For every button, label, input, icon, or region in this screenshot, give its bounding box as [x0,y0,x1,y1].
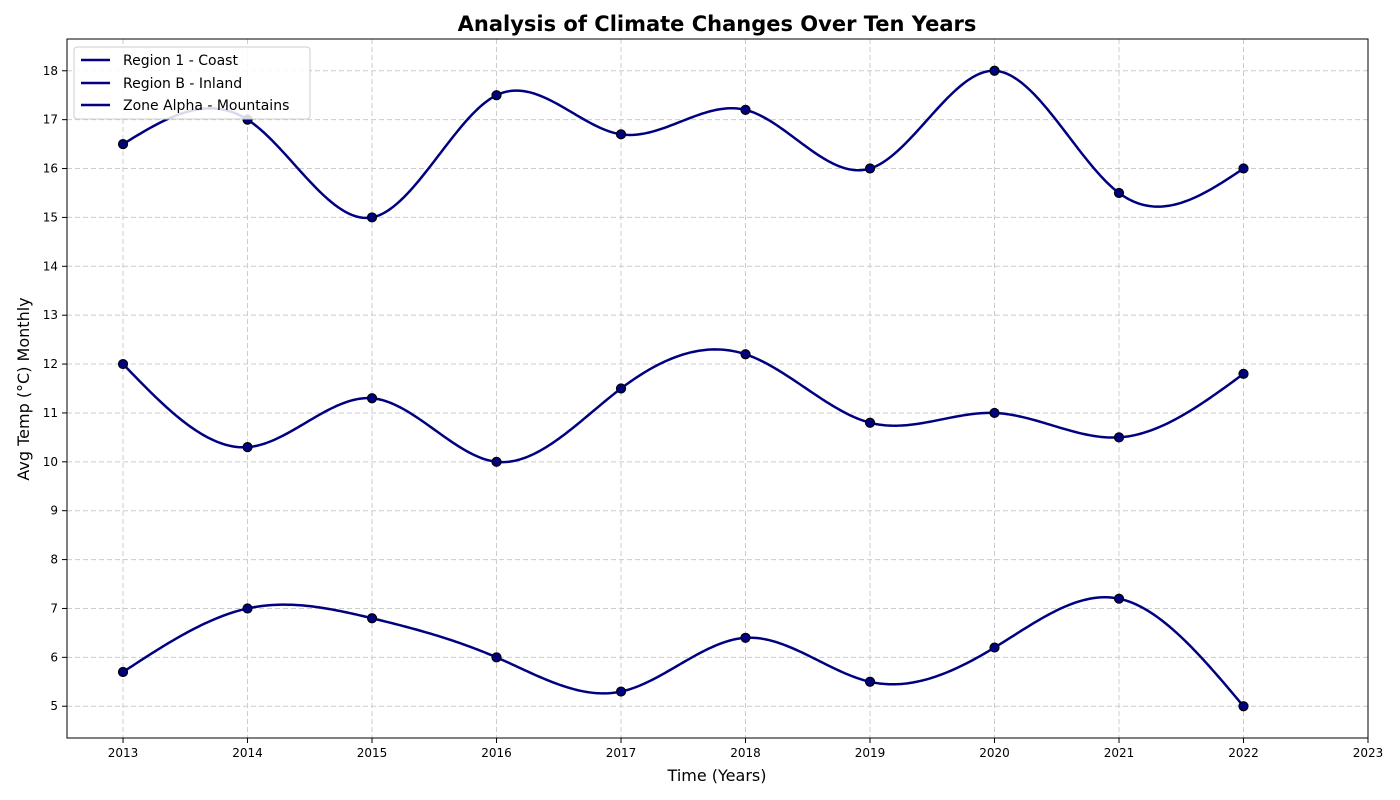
data-point-marker [989,407,1000,419]
x-tick-label: 2014 [232,746,263,760]
data-point-marker [366,393,378,404]
data-point-marker [117,358,129,370]
data-point-marker [1113,187,1125,199]
y-tick-label: 17 [43,113,58,127]
data-point-marker [615,383,627,394]
y-tick-label: 14 [43,259,58,273]
x-tick-label: 2020 [979,746,1010,760]
data-point-marker [491,456,502,467]
y-tick-label: 11 [43,406,58,420]
y-tick-label: 10 [43,455,58,469]
y-tick-label: 16 [43,162,58,176]
y-tick-label: 8 [50,553,58,567]
series-line-2 [122,596,1245,708]
data-point-marker [491,90,502,101]
data-point-marker [1238,163,1249,174]
data-point-marker [1113,593,1125,604]
y-tick-label: 12 [43,357,58,371]
y-tick-label: 15 [43,210,58,224]
y-tick-label: 18 [43,64,58,78]
data-point-marker [864,676,876,687]
chart-title: Analysis of Climate Changes Over Ten Yea… [458,12,977,36]
data-point-marker [242,603,253,614]
data-point-marker [864,163,876,174]
x-tick-label: 2013 [108,746,139,760]
data-markers [117,65,1249,712]
data-point-marker [1113,432,1125,443]
data-point-marker [615,686,627,697]
y-tick-label: 6 [50,650,58,664]
x-tick-label: 2016 [481,746,512,760]
legend-label-zone-alpha: Zone Alpha - Mountains [123,98,289,114]
data-point-marker [117,138,129,150]
y-tick-label: 5 [50,699,58,713]
series-lines [122,69,1245,708]
grid [67,39,1369,738]
y-tick-label: 13 [43,308,58,322]
y-axis-label: Avg Temp (°C) Monthly [14,297,33,480]
data-point-marker [989,642,1000,653]
data-point-marker [242,442,253,453]
y-tick-label: 9 [50,504,58,518]
legend-label-region-1: Region 1 - Coast [123,53,238,69]
x-axis-label: Time (Years) [667,766,767,785]
series-line-0 [122,69,1245,220]
data-point-marker [491,652,502,663]
data-point-marker [117,666,129,678]
data-point-marker [740,104,751,115]
y-axis-ticks: 5 6 7 8 9 10 11 12 13 14 15 16 17 18 [43,64,67,713]
x-tick-label: 2021 [1104,746,1135,760]
x-tick-label: 2022 [1228,746,1259,760]
data-point-marker [1238,701,1249,712]
data-point-marker [366,613,378,624]
data-point-marker [989,65,1000,76]
data-point-marker [864,417,876,428]
data-point-marker [1238,368,1249,379]
legend-label-region-b: Region B - Inland [123,76,242,92]
legend: Region 1 - Coast Region B - Inland Zone … [73,46,311,120]
data-point-marker [366,212,378,223]
y-tick-label: 7 [50,601,58,615]
data-point-marker [740,632,751,643]
series-line-1 [122,348,1245,464]
x-axis-ticks: 2013 2014 2015 2016 2017 2018 2019 2020 2021 2022… [108,738,1384,760]
x-tick-label: 2015 [357,746,388,760]
data-point-marker [740,349,751,360]
x-tick-label: 2017 [606,746,637,760]
legend-box [73,46,311,120]
data-point-marker [615,129,627,140]
plot-area-frame [66,38,1369,739]
x-tick-label: 2023 [1353,746,1384,760]
x-tick-label: 2019 [855,746,886,760]
x-tick-label: 2018 [730,746,761,760]
